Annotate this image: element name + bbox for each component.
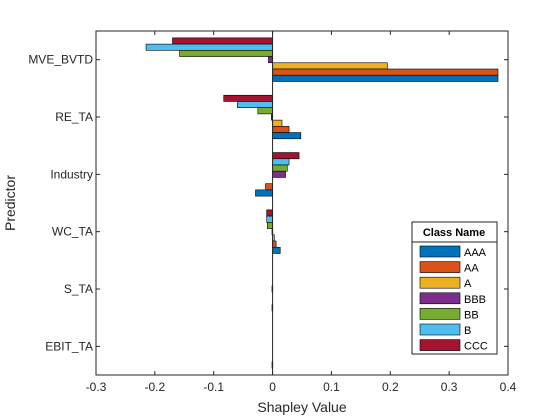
y-tick-label-s_ta: S_TA <box>64 282 93 296</box>
bar-industry-aa <box>265 183 273 191</box>
bar-wc_ta-b <box>266 215 273 223</box>
legend-label-aa: AA <box>464 263 479 275</box>
legend-swatch-ccc <box>419 339 461 351</box>
bar-wc_ta-bb <box>266 222 273 229</box>
bar-industry-ccc <box>272 152 300 160</box>
legend-swatch-b <box>419 323 461 336</box>
bar-re_ta-a <box>272 119 283 127</box>
legend-label-aaa: AAA <box>464 247 487 259</box>
y-tick-label-industry: Industry <box>50 167 93 181</box>
legend-label-a: A <box>464 278 472 290</box>
bar-wc_ta-aaa <box>272 246 281 254</box>
bars-group <box>145 37 499 369</box>
y-tick-label-wc_ta: WC_TA <box>52 225 93 239</box>
legend-swatch-bbb <box>419 292 461 305</box>
bar-re_ta-aaa <box>272 132 302 140</box>
y-tick-label-mve_bvtd: MVE_BVTD <box>28 53 93 67</box>
x-tick-label: 0.3 <box>441 380 458 394</box>
bar-mve_bvtd-ccc <box>172 37 273 45</box>
bar-industry-aaa <box>255 189 273 197</box>
legend-swatch-bb <box>419 308 461 320</box>
bar-mve_bvtd-aa <box>272 68 499 76</box>
legend-label-ccc: CCC <box>464 341 488 353</box>
bar-re_ta-bb <box>257 107 273 115</box>
legend-title: Class Name <box>423 227 485 239</box>
x-tick-label: -0.3 <box>86 380 107 394</box>
bar-industry-bbb <box>272 170 286 178</box>
x-tick-label: 0.2 <box>382 380 399 394</box>
x-tick-label: 0.4 <box>500 380 517 394</box>
x-tick-label: -0.1 <box>203 380 224 394</box>
bar-wc_ta-ccc <box>266 209 273 217</box>
y-axis-ticks: MVE_BVTD RE_TA Industry WC_TA S_TA EBIT_TA <box>28 53 508 353</box>
bar-industry-bb <box>272 164 288 172</box>
bar-mve_bvtd-a <box>272 62 388 70</box>
x-tick-label: 0 <box>269 380 276 394</box>
bar-wc_ta-aa <box>272 240 277 248</box>
bar-mve_bvtd-b <box>145 43 273 51</box>
x-axis-title: Shapley Value <box>257 399 346 415</box>
y-tick-label-ebit_ta: EBIT_TA <box>45 339 93 353</box>
x-tick-label: -0.2 <box>145 380 166 394</box>
legend-label-b: B <box>464 325 471 337</box>
bar-re_ta-ccc <box>223 94 273 102</box>
plot-frame <box>95 30 509 376</box>
x-tick-label: 0.1 <box>323 380 340 394</box>
legend-swatch-aaa <box>419 245 461 258</box>
x-axis-ticks: -0.3 -0.2 -0.1 0 0.1 0.2 0.3 0.4 <box>86 31 517 394</box>
bar-re_ta-aa <box>272 126 290 133</box>
bar-re_ta-b <box>236 101 273 108</box>
legend-label-bbb: BBB <box>464 294 486 306</box>
legend-swatch-a <box>419 276 461 289</box>
bar-mve_bvtd-aaa <box>272 74 499 82</box>
y-axis-title: Predictor <box>2 175 18 231</box>
bar-industry-b <box>272 158 290 166</box>
bar-mve_bvtd-bb <box>179 50 273 57</box>
legend-swatch-aa <box>419 261 461 273</box>
bar-mve_bvtd-bbb <box>268 56 273 64</box>
legend-label-bb: BB <box>464 309 479 321</box>
y-tick-label-re_ta: RE_TA <box>55 110 93 124</box>
